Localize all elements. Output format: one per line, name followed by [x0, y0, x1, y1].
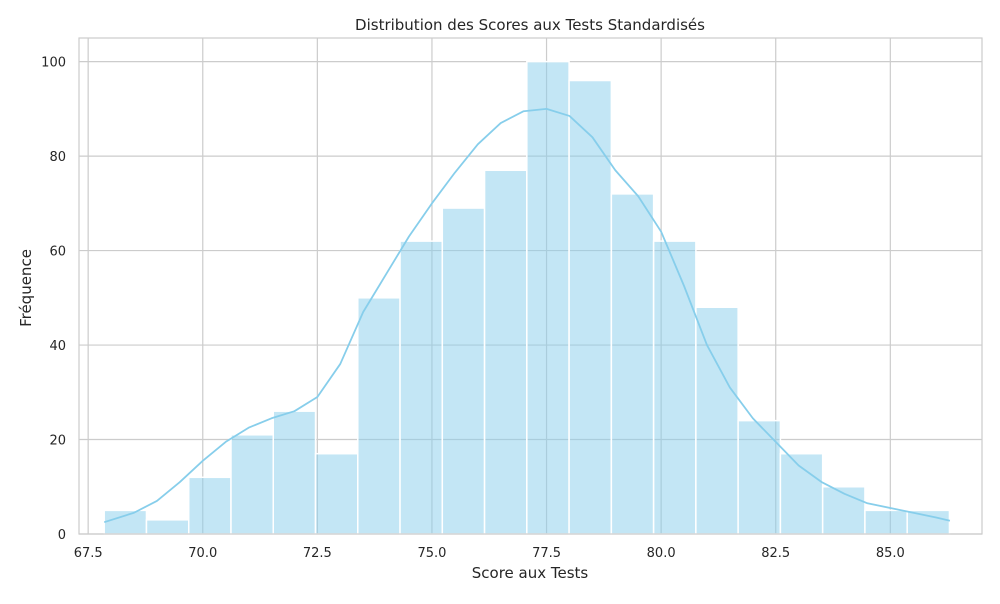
y-tick-label: 60 — [49, 245, 66, 260]
x-axis-title: Score aux Tests — [472, 564, 589, 582]
x-tick-label: 85.0 — [876, 546, 905, 561]
histogram-bar — [526, 60, 570, 535]
y-tick-label: 40 — [49, 339, 66, 354]
histogram-bar — [737, 419, 782, 535]
plot-frame — [78, 37, 983, 535]
x-tick-label: 82.5 — [761, 546, 790, 561]
y-tick-label: 100 — [41, 56, 66, 71]
kde-curve-group — [103, 107, 951, 524]
y-tick-labels: 0 20 40 60 80 100 — [41, 56, 66, 543]
histogram-bars — [103, 60, 951, 535]
histogram-bar — [441, 207, 486, 535]
chart-title: Distribution des Scores aux Tests Standa… — [355, 16, 705, 34]
histogram-bar — [145, 519, 190, 535]
x-tick-label: 70.0 — [188, 546, 217, 561]
histogram-bar — [483, 169, 528, 535]
x-tick-labels: 67.5 70.0 72.5 75.0 77.5 80.0 82.5 85.0 — [74, 546, 905, 561]
histogram-bar — [779, 452, 824, 535]
histogram-bar — [906, 509, 951, 535]
histogram-bar — [230, 434, 275, 535]
x-tick-label: 72.5 — [303, 546, 332, 561]
y-tick-label: 80 — [49, 150, 66, 165]
histogram-bar — [187, 476, 232, 535]
histogram-bar — [610, 193, 655, 535]
kde-line — [103, 107, 951, 524]
histogram-bar — [103, 509, 148, 535]
x-tick-label: 67.5 — [74, 546, 103, 561]
y-axis-title: Fréquence — [17, 249, 35, 327]
histogram-bar — [652, 240, 697, 535]
x-tick-label: 77.5 — [532, 546, 561, 561]
histogram-bar — [357, 297, 401, 535]
x-tick-label: 75.0 — [417, 546, 446, 561]
histogram-bar — [399, 240, 444, 535]
x-tick-label: 80.0 — [647, 546, 676, 561]
histogram-bar — [272, 410, 317, 535]
y-tick-label: 20 — [49, 434, 66, 449]
histogram-bar — [864, 509, 908, 535]
histogram-bar — [695, 306, 739, 535]
y-tick-label: 0 — [58, 528, 66, 543]
histogram-bar — [314, 452, 359, 535]
histogram-bar — [568, 79, 613, 535]
